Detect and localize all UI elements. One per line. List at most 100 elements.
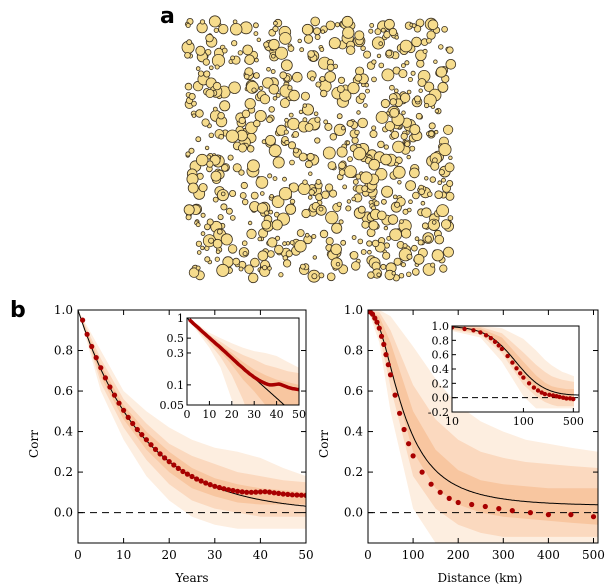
pattern-circle — [314, 34, 321, 40]
pattern-circle — [437, 180, 443, 186]
pattern-circle — [208, 15, 221, 28]
pattern-circle — [298, 109, 304, 115]
data-point — [410, 453, 416, 459]
x-tick-label: 0 — [74, 548, 82, 562]
panel-a-point-pattern — [181, 15, 457, 284]
pattern-circle — [237, 50, 243, 56]
inset-y-tick-label: 0.05 — [160, 399, 185, 412]
pattern-circle — [376, 210, 387, 221]
pattern-circle — [256, 37, 261, 42]
data-point — [381, 341, 387, 347]
pattern-circle — [244, 54, 255, 65]
pattern-circle — [411, 244, 418, 252]
data-point — [369, 311, 376, 317]
pattern-circle — [385, 49, 393, 57]
pattern-circle — [247, 220, 253, 226]
pattern-circle — [269, 193, 274, 199]
pattern-circle — [304, 232, 310, 238]
y-tick-label: 0.0 — [344, 506, 363, 520]
panel-b-right-chart: Distance (km) Corr 0 100 200 300 400 500 0.0 0.… — [317, 303, 605, 585]
pattern-circle — [229, 23, 243, 36]
pattern-circle — [340, 239, 347, 246]
inset-x-tick-label: 500 — [563, 415, 584, 428]
pattern-circle — [272, 176, 278, 182]
pattern-circle — [345, 205, 352, 212]
data-point — [157, 451, 163, 457]
pattern-circle — [393, 88, 399, 94]
pattern-circle — [208, 132, 214, 138]
pattern-circle — [368, 28, 374, 34]
pattern-circle — [329, 133, 337, 141]
pattern-circle — [336, 201, 342, 207]
pattern-circle — [191, 113, 197, 118]
pattern-circle — [409, 145, 416, 152]
pattern-circle — [368, 158, 381, 171]
pattern-circle — [268, 106, 275, 113]
pattern-circle — [321, 190, 330, 199]
pattern-circle — [271, 195, 285, 209]
y-tick-label: 1.0 — [54, 303, 73, 317]
pattern-circle — [190, 100, 197, 107]
data-point — [139, 432, 145, 438]
data-point — [372, 315, 378, 321]
pattern-circle — [351, 235, 357, 240]
pattern-circle — [392, 140, 405, 154]
pattern-circle — [297, 38, 302, 44]
pattern-circle — [375, 111, 389, 124]
pattern-circle — [241, 109, 251, 118]
pattern-circle — [361, 220, 370, 229]
pattern-circle — [185, 214, 192, 221]
pattern-circle — [205, 33, 214, 43]
data-point — [166, 459, 172, 465]
pattern-circle — [202, 58, 210, 66]
pattern-circle — [336, 113, 343, 120]
pattern-circle — [428, 130, 435, 137]
data-point — [385, 362, 391, 368]
pattern-circle — [417, 239, 424, 246]
pattern-circle — [397, 180, 402, 185]
pattern-circle — [377, 140, 385, 149]
pattern-circle — [239, 192, 247, 199]
pattern-circle — [394, 35, 399, 40]
x-tick-label: 100 — [402, 548, 425, 562]
inset-y-tick-label: 0.6 — [432, 349, 450, 362]
data-point — [406, 441, 412, 447]
pattern-circle — [201, 118, 210, 127]
pattern-circle — [398, 273, 405, 279]
pattern-circle — [368, 220, 379, 231]
data-point — [397, 410, 403, 416]
inset-data-point — [547, 392, 552, 397]
pattern-circle — [308, 171, 313, 176]
pattern-circle — [256, 202, 268, 214]
pattern-circle — [431, 249, 444, 262]
inset-x-tick-label: 40 — [270, 408, 284, 421]
pattern-circle — [204, 256, 211, 263]
pattern-circle — [389, 107, 400, 118]
data-point — [248, 489, 254, 495]
inset-y-tick-label: 0.5 — [167, 332, 185, 345]
data-point — [590, 514, 597, 520]
data-point — [289, 492, 295, 498]
pattern-circle — [270, 53, 276, 59]
pattern-circle — [339, 89, 352, 102]
data-point — [230, 487, 236, 494]
pattern-circle — [318, 206, 324, 212]
inset-data-line — [187, 318, 299, 392]
pattern-circle — [291, 71, 303, 83]
pattern-circle — [422, 48, 428, 54]
data-point — [102, 375, 108, 381]
pattern-circle — [404, 60, 410, 66]
pattern-circle — [288, 89, 300, 102]
pattern-circle — [320, 89, 328, 98]
confidence-band-inner — [368, 310, 598, 525]
pattern-circle — [299, 47, 305, 53]
pattern-circle — [351, 261, 361, 271]
pattern-circle — [206, 160, 214, 168]
pattern-circle — [424, 176, 429, 181]
pattern-circle — [246, 228, 257, 239]
pattern-circle — [374, 28, 382, 36]
plot-frame — [367, 309, 599, 544]
pattern-circle — [347, 82, 360, 95]
pattern-circle — [354, 30, 365, 41]
pattern-circle — [446, 179, 454, 187]
